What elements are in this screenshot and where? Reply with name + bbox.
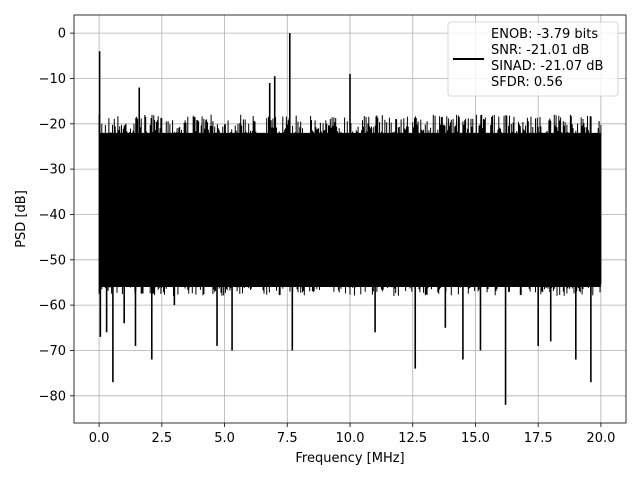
y-tick-label-0: 0: [58, 27, 66, 42]
data-layer: [98, 33, 602, 405]
y-tick-label-5: −50: [39, 253, 66, 268]
legend-entry-sfdr: SFDR: 0.56: [491, 75, 563, 90]
x-tick-label-3: 7.5: [277, 431, 298, 446]
x-tick-label-4: 10.0: [336, 431, 365, 446]
x-tick-label-0: 0.0: [89, 431, 110, 446]
y-tick-label-8: −80: [39, 389, 66, 404]
x-tick-label-7: 17.5: [524, 431, 553, 446]
x-tick-label-5: 12.5: [398, 431, 427, 446]
y-tick-label-1: −10: [39, 72, 66, 87]
psd-noise-trace-0: [98, 114, 602, 297]
x-tick-label-2: 5.0: [214, 431, 235, 446]
y-axis-label: PSD [dB]: [14, 190, 29, 248]
y-tick-label-3: −30: [39, 163, 66, 178]
y-tick-label-4: −40: [39, 208, 66, 223]
legend-box: [447, 21, 619, 97]
y-tick-label-2: −20: [39, 117, 66, 132]
tick-layer: 0.0 2.5 5.0 7.5 10.0 12.5 15.0 17.5 20.0 0 −10 −20 −…: [39, 27, 616, 446]
y-tick-label-6: −60: [39, 299, 66, 314]
y-tick-label-7: −70: [39, 344, 66, 359]
x-tick-label-1: 2.5: [151, 431, 172, 446]
x-tick-label-6: 15.0: [461, 431, 490, 446]
legend: ENOB: -3.79 bits SNR: -21.01 dB SINAD: -…: [447, 21, 619, 97]
legend-entry-sinad: SINAD: -21.07 dB: [491, 59, 603, 74]
x-tick-label-8: 20.0: [586, 431, 615, 446]
legend-entry-enob: ENOB: -3.79 bits: [491, 27, 598, 42]
legend-entry-snr: SNR: -21.01 dB: [491, 43, 589, 58]
x-axis-label: Frequency [MHz]: [295, 451, 404, 466]
